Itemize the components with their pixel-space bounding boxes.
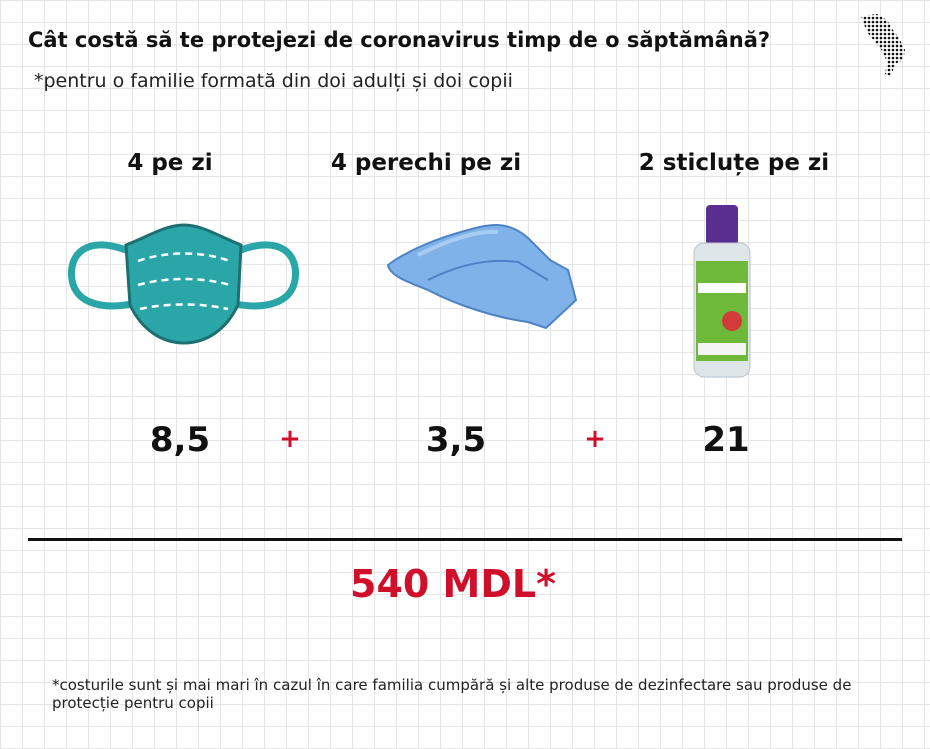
sanitizer-icon [693,205,751,378]
footnote: *costurile sunt și mai mari în cazul în … [52,676,852,712]
price: 3,5 [425,420,487,460]
plus-sign: + [279,424,301,454]
divider [28,538,902,541]
gloves-icon [386,223,578,330]
subtitle: *pentru o familie formată din doi adulți… [34,70,513,92]
price: 21 [702,420,750,460]
item-label: 4 pe zi [127,150,213,176]
plus-sign: + [584,424,606,454]
title: Cât costă să te protejezi de coronavirus… [28,28,771,52]
total: 540 MDL* [350,562,556,606]
item-label: 2 sticluțe pe zi [638,150,830,176]
item-label: 4 perechi pe zi [330,150,522,176]
price: 8,5 [149,420,211,460]
map-icon [861,14,905,76]
mask-icon [67,223,300,345]
